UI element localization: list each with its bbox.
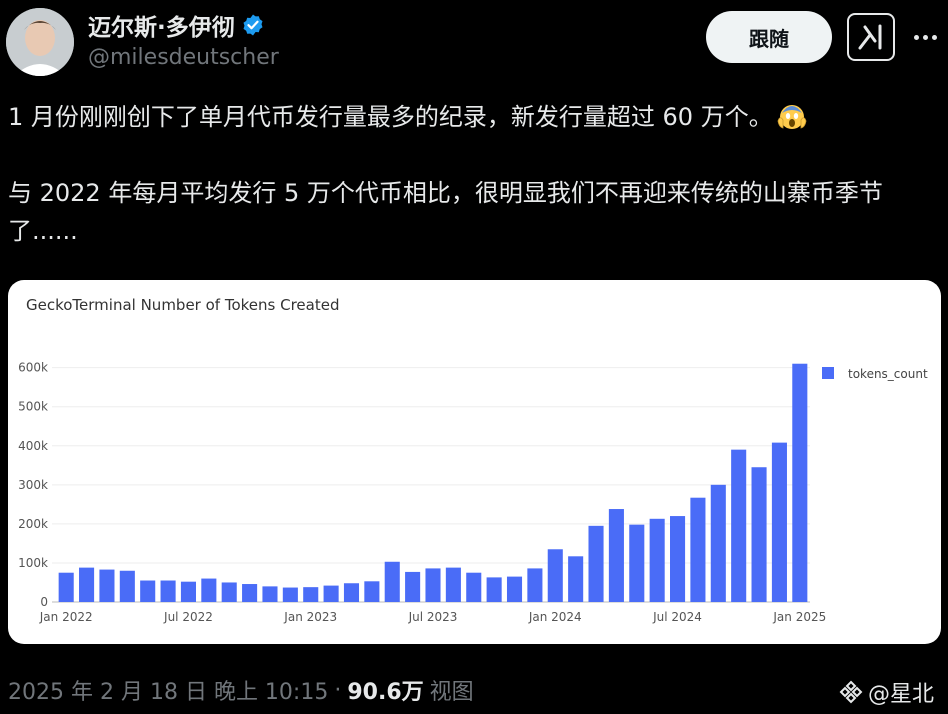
bar <box>690 497 706 602</box>
x-tick-label: Jul 2023 <box>408 610 458 624</box>
y-tick-label: 400k <box>18 439 48 453</box>
bar <box>771 442 787 602</box>
bar <box>323 585 339 602</box>
bar <box>547 549 563 602</box>
bar <box>506 576 523 602</box>
bar <box>731 449 747 602</box>
x-tick-label: Jan 2025 <box>772 610 826 624</box>
y-tick-label: 500k <box>18 400 48 414</box>
bar <box>201 578 217 602</box>
bar <box>79 567 95 602</box>
bar <box>180 581 196 602</box>
bar <box>405 571 421 602</box>
y-tick-label: 300k <box>18 478 48 492</box>
bar <box>160 580 176 602</box>
follow-button[interactable]: 跟随 <box>706 11 832 63</box>
legend-label: tokens_count <box>848 367 928 381</box>
bar <box>670 516 686 602</box>
x-tick-label: Jan 2022 <box>39 610 93 624</box>
bar <box>221 582 237 602</box>
bar <box>649 518 665 602</box>
y-tick-label: 100k <box>18 556 48 570</box>
more-icon[interactable] <box>908 22 942 52</box>
author-display-name[interactable]: 迈尔斯·多伊彻 <box>88 15 235 41</box>
author-display-name-row[interactable]: 迈尔斯·多伊彻 <box>88 8 265 42</box>
legend-swatch <box>822 367 834 379</box>
grok-icon[interactable] <box>847 13 895 61</box>
author-handle[interactable]: @milesdeutscher <box>88 45 279 70</box>
bar <box>710 484 726 602</box>
tweet-paragraph-2: 与 2022 年每月平均发行 5 万个代币相比，很明显我们不再迎来传统的山寨币季… <box>8 179 883 245</box>
bar <box>588 525 604 602</box>
bar <box>58 572 74 602</box>
tweet-line-1: 1 月份刚刚创下了单月代币发行量最多的纪录，新发行量超过 60 万个。 <box>8 103 773 131</box>
y-tick-label: 200k <box>18 517 48 531</box>
more-dot <box>913 34 919 40</box>
bar <box>262 586 278 602</box>
bar <box>384 561 400 602</box>
bar <box>751 467 767 602</box>
bar <box>629 524 645 602</box>
bar <box>119 570 135 602</box>
timestamp[interactable]: 2025 年 2 月 18 日 晚上 10:15 <box>8 680 329 705</box>
bar <box>343 583 360 602</box>
bar <box>466 572 482 602</box>
bar <box>99 569 115 602</box>
bar <box>445 567 461 602</box>
x-tick-label: Jul 2024 <box>652 610 702 624</box>
tweet-text: 1 月份刚刚创下了单月代币发行量最多的纪录，新发行量超过 60 万个。 与 20… <box>8 98 938 250</box>
bar <box>303 587 319 602</box>
more-dot <box>922 34 928 40</box>
tokens-created-chart: 0 100k 200k 300k 400k 500k 600k Jan 2022 Jul 202… <box>18 361 928 624</box>
bar <box>792 363 808 602</box>
bar <box>486 577 502 602</box>
bar <box>527 568 543 602</box>
x-tick-label: Jul 2022 <box>163 610 213 624</box>
y-tick-label: 0 <box>40 595 48 609</box>
verified-badge-icon <box>243 14 263 36</box>
chart-card[interactable]: GeckoTerminal Number of Tokens Created 0… <box>8 280 941 644</box>
bar <box>568 556 584 602</box>
bar <box>242 584 258 602</box>
y-tick-label: 600k <box>18 361 48 375</box>
bar <box>140 580 156 602</box>
bar <box>282 587 298 602</box>
tweet-footer: 2025 年 2 月 18 日 晚上 10:15 · 90.6万 视图 <box>8 674 474 706</box>
watermark: @星北 <box>838 676 934 708</box>
bar <box>425 568 441 602</box>
watermark-text: @星北 <box>868 682 935 707</box>
more-dot <box>931 34 937 40</box>
x-tick-label: Jan 2024 <box>528 610 582 624</box>
binance-logo-icon <box>839 680 863 704</box>
chart-title: GeckoTerminal Number of Tokens Created <box>26 296 340 314</box>
face-screaming-in-fear-emoji <box>777 105 807 129</box>
avatar-image <box>6 8 74 76</box>
views-count: 90.6万 <box>347 680 424 705</box>
bar <box>364 581 380 602</box>
grok-glyph <box>858 24 882 50</box>
tweet-paragraph-1: 1 月份刚刚创下了单月代币发行量最多的纪录，新发行量超过 60 万个。 <box>8 98 938 136</box>
footer-separator: · <box>334 677 342 703</box>
x-tick-label: Jan 2023 <box>283 610 337 624</box>
avatar[interactable] <box>6 8 74 76</box>
views-label: 视图 <box>429 680 474 705</box>
bar <box>608 509 624 602</box>
